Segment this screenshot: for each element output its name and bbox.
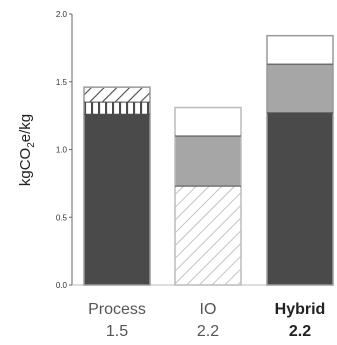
y-tick-label: 1.0 [56, 146, 68, 155]
bar-outline [83, 86, 151, 286]
bar-io [174, 106, 242, 286]
bar-segment [267, 64, 333, 113]
bar-outline [174, 106, 242, 286]
y-tick-label: 2.0 [56, 10, 68, 19]
category-value-label: 1.5 [106, 323, 128, 340]
bar-segment [267, 35, 333, 65]
bar-segment [175, 186, 241, 285]
bar-outline [266, 34, 334, 286]
category-label: Hybrid [275, 301, 326, 318]
category-label: IO [200, 301, 217, 318]
bar-process [83, 86, 151, 286]
y-tick-label: 0.5 [56, 213, 68, 222]
bar-segment [84, 114, 150, 286]
y-tick-label: 1.5 [56, 78, 68, 87]
category-label: Process [88, 301, 146, 318]
bar-segment [267, 112, 333, 285]
bar-segment [175, 135, 241, 187]
y-tick-label: 0.0 [56, 281, 68, 290]
category-value-label: 2.2 [197, 323, 219, 340]
bar-segment [84, 87, 150, 103]
bar-hybrid [266, 34, 334, 286]
bar-segment [84, 102, 150, 115]
category-value-label: 2.2 [289, 323, 311, 340]
category-labels: Process 1.5 IO 2.2 Hybrid 2.2 [88, 301, 325, 340]
bar-segment [175, 107, 241, 136]
bars-group [83, 34, 334, 286]
y-axis-label: kgCO2e/kg [17, 114, 37, 186]
